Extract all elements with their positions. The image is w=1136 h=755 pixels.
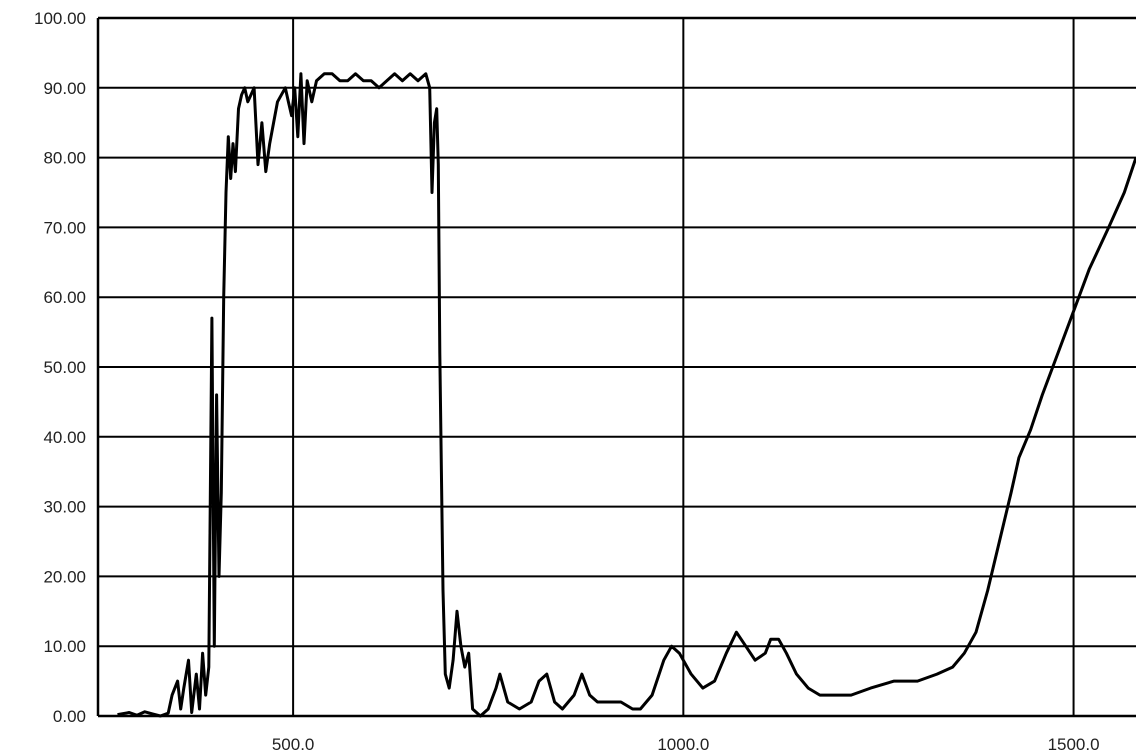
y-tick-label: 20.00 [43, 567, 86, 586]
y-tick-label: 90.00 [43, 79, 86, 98]
series-line-0 [117, 72, 1136, 718]
y-tick-label: 50.00 [43, 358, 86, 377]
y-tick-label: 70.00 [43, 218, 86, 237]
y-tick-label: 40.00 [43, 428, 86, 447]
y-tick-label: 60.00 [43, 288, 86, 307]
y-tick-label: 100.00 [34, 9, 86, 28]
x-tick-label: 500.0 [272, 735, 315, 754]
tick-labels: 0.00 10.00 20.00 30.00 40.00 50.00 60.00 70.00 8… [34, 9, 1100, 754]
y-tick-label: 0.00 [53, 707, 86, 726]
y-tick-label: 30.00 [43, 498, 86, 517]
axes [96, 16, 1136, 718]
y-tick-label: 10.00 [43, 637, 86, 656]
x-tick-label: 1500.0 [1048, 735, 1100, 754]
series-layer [117, 72, 1136, 718]
x-tick-label: 1000.0 [657, 735, 709, 754]
y-tick-label: 80.00 [43, 149, 86, 168]
